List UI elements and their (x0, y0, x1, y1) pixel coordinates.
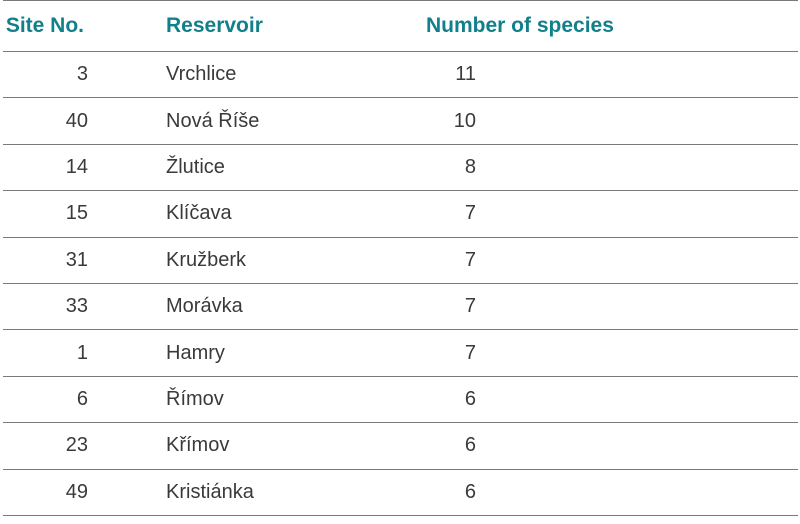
table-row: 31 Kružberk 7 (3, 237, 798, 284)
cell-number-of-species: 6 (358, 376, 798, 424)
species-count: 6 (464, 480, 476, 503)
header-number-of-species: Number of species (358, 0, 798, 52)
species-count: 7 (464, 295, 476, 318)
species-count: 10 (453, 109, 476, 132)
cell-site-no: 31 (3, 237, 98, 284)
cell-reservoir: Kružberk (98, 237, 358, 284)
cell-reservoir: Žlutice (98, 144, 358, 192)
header-row: Site No. Reservoir Number of species (3, 0, 798, 52)
species-count: 8 (464, 155, 476, 178)
cell-reservoir: Klíčava (98, 190, 358, 238)
cell-reservoir: Kristiánka (98, 469, 358, 516)
cell-reservoir: Hamry (98, 329, 358, 377)
cell-site-no: 49 (3, 469, 98, 516)
cell-site-no: 14 (3, 144, 98, 192)
table-body: 3 Vrchlice 11 40 Nová Říše 10 14 Žlutice… (3, 51, 798, 516)
cell-reservoir: Vrchlice (98, 51, 358, 99)
species-table: Site No. Reservoir Number of species 3 V… (3, 0, 798, 516)
species-count: 6 (464, 387, 476, 410)
cell-site-no: 33 (3, 283, 98, 331)
species-count: 7 (464, 341, 476, 364)
cell-site-no: 1 (3, 329, 98, 377)
table-row: 49 Kristiánka 6 (3, 469, 798, 516)
cell-site-no: 3 (3, 51, 98, 99)
species-count: 11 (455, 63, 476, 86)
table-row: 40 Nová Říše 10 (3, 97, 798, 145)
cell-site-no: 6 (3, 376, 98, 424)
cell-number-of-species: 7 (358, 237, 798, 284)
cell-number-of-species: 11 (358, 51, 798, 99)
cell-reservoir: Římov (98, 376, 358, 424)
table-header: Site No. Reservoir Number of species (3, 0, 798, 52)
species-count: 6 (464, 434, 476, 457)
cell-reservoir: Křímov (98, 422, 358, 470)
cell-number-of-species: 6 (358, 422, 798, 470)
table-row: 23 Křímov 6 (3, 422, 798, 470)
table-row: 33 Morávka 7 (3, 283, 798, 331)
cell-number-of-species: 8 (358, 144, 798, 192)
header-site-no: Site No. (3, 0, 98, 52)
table-row: 3 Vrchlice 11 (3, 51, 798, 99)
species-table-container: Site No. Reservoir Number of species 3 V… (3, 0, 798, 516)
header-reservoir: Reservoir (98, 0, 358, 52)
cell-site-no: 40 (3, 97, 98, 145)
species-count: 7 (464, 248, 476, 271)
cell-site-no: 15 (3, 190, 98, 238)
cell-number-of-species: 6 (358, 469, 798, 516)
cell-site-no: 23 (3, 422, 98, 470)
table-row: 15 Klíčava 7 (3, 190, 798, 238)
species-count: 7 (464, 202, 476, 225)
table-row: 1 Hamry 7 (3, 329, 798, 377)
cell-reservoir: Nová Říše (98, 97, 358, 145)
cell-reservoir: Morávka (98, 283, 358, 331)
table-row: 6 Římov 6 (3, 376, 798, 424)
cell-number-of-species: 7 (358, 190, 798, 238)
cell-number-of-species: 7 (358, 283, 798, 331)
cell-number-of-species: 10 (358, 97, 798, 145)
cell-number-of-species: 7 (358, 329, 798, 377)
table-row: 14 Žlutice 8 (3, 144, 798, 192)
